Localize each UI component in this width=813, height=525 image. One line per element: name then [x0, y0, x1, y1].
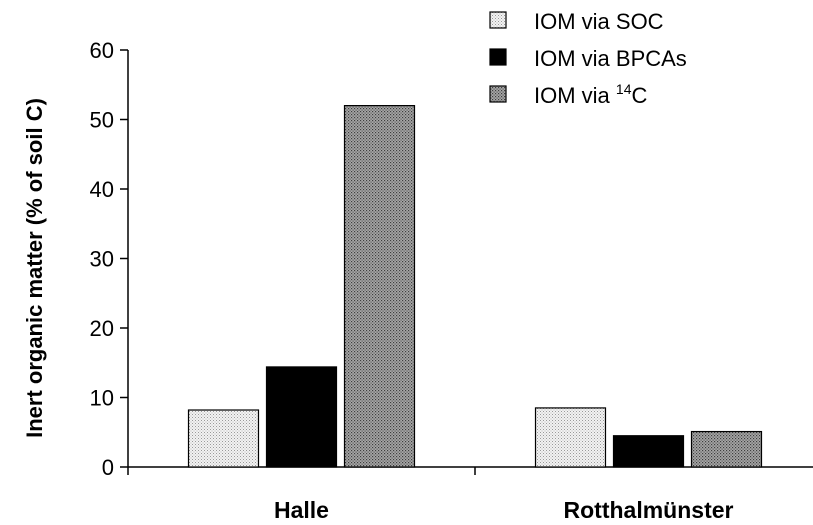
legend-label: IOM via 14C — [534, 81, 647, 108]
x-category-label: Rotthalmünster — [564, 497, 734, 523]
y-axis-label: Inert organic matter (% of soil C) — [22, 98, 47, 438]
x-axis: Halle Rotthalmünster — [127, 466, 813, 523]
legend-swatch — [489, 48, 507, 66]
bar — [187, 409, 260, 468]
legend-label: IOM via BPCAs — [534, 46, 687, 71]
y-tick-label: 40 — [90, 177, 114, 202]
bar — [534, 407, 607, 468]
y-axis: 0 10 20 30 40 50 60 — [90, 38, 129, 480]
x-category-label: Halle — [274, 497, 329, 523]
legend-swatch — [489, 85, 507, 103]
y-tick-label: 10 — [90, 386, 114, 411]
bar — [612, 435, 685, 468]
y-tick-label: 30 — [90, 247, 114, 272]
y-tick-label: 20 — [90, 316, 114, 341]
legend-swatch — [489, 11, 507, 29]
y-tick-label: 50 — [90, 108, 114, 133]
bar — [265, 366, 338, 468]
legend: IOM via SOC IOM via BPCAs IOM via 14C — [489, 9, 687, 108]
y-tick-label: 0 — [102, 455, 114, 480]
bars — [187, 104, 763, 468]
bar — [343, 104, 416, 468]
y-tick-label: 60 — [90, 38, 114, 63]
bar — [690, 430, 763, 468]
legend-label: IOM via SOC — [534, 9, 664, 34]
